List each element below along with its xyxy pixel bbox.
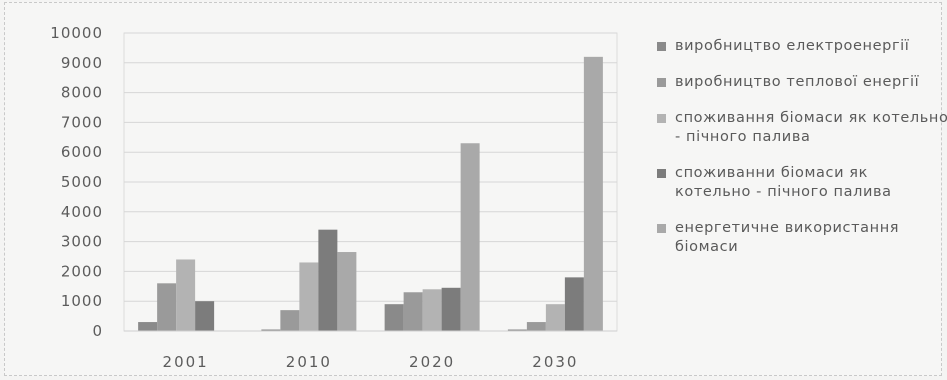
y-tick-label: 5000 [61,173,103,191]
bar [546,304,565,331]
legend-label: споживання біомаси як котельно - пічного… [675,110,947,145]
x-tick-label: 2001 [163,353,209,371]
legend-label: виробництво теплової енергії [675,74,919,90]
y-tick-label: 1000 [61,292,103,310]
bar [138,322,157,331]
legend-swatch [657,42,666,51]
bar [318,230,337,331]
bar [584,57,603,331]
bar [527,322,546,331]
bar [280,310,299,331]
y-tick-label: 3000 [61,233,103,251]
bar [423,289,442,331]
y-tick-label: 6000 [61,143,103,161]
legend-item: виробництво електроенергії [649,37,947,56]
bar [404,292,423,331]
legend-swatch [657,114,666,123]
bar [337,252,356,331]
y-tick-label: 8000 [61,84,103,102]
legend-item: виробництво теплової енергії [649,73,947,92]
bar [442,288,461,331]
y-tick-label: 4000 [61,203,103,221]
legend-item: енергетичне використання біомаси [649,219,947,257]
bar [157,283,176,331]
legend: виробництво електроенергії виробництво те… [649,37,947,274]
y-tick-label: 2000 [61,262,103,280]
bar [565,277,584,331]
legend-label: виробництво електроенергії [675,38,909,54]
legend-label: споживанни біомаси як котельно - пічного… [675,165,892,200]
legend-item: споживання біомаси як котельно - пічного… [649,109,947,147]
x-tick-label: 2030 [532,353,578,371]
legend-item: споживанни біомаси як котельно - пічного… [649,164,947,202]
bar [195,301,214,331]
bar [385,304,404,331]
chart-frame: 0 1000 2000 3000 4000 5000 6000 7000 8000 9000 100… [4,2,942,376]
legend-swatch [657,169,666,178]
y-tick-label: 0 [92,322,103,340]
y-tick-label: 10000 [50,24,103,42]
bar [461,143,480,331]
legend-swatch [657,78,666,87]
x-tick-label: 2020 [409,353,455,371]
bar [299,262,318,331]
y-tick-label: 9000 [61,54,103,72]
legend-swatch [657,224,666,233]
x-tick-label: 2010 [286,353,332,371]
bar [176,259,195,331]
y-tick-label: 7000 [61,113,103,131]
legend-label: енергетичне використання біомаси [675,220,899,255]
